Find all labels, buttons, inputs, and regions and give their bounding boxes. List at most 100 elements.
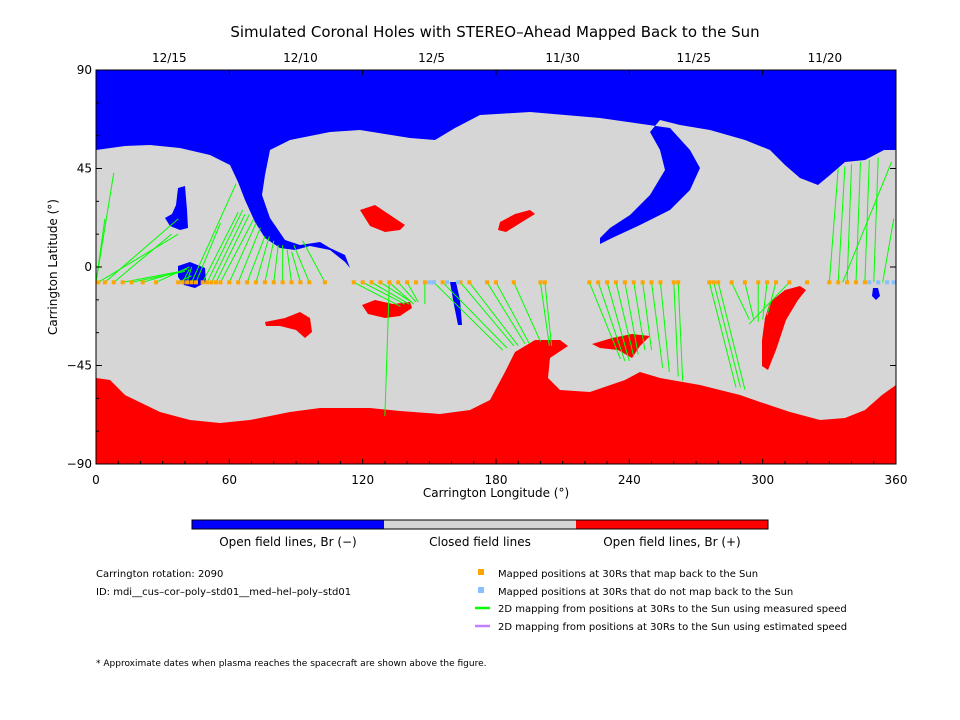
- negative-patch-left: [165, 186, 188, 230]
- mapping-line: [539, 282, 550, 346]
- mapping-line: [353, 281, 401, 307]
- mapping-line: [486, 282, 526, 344]
- mapped-position-point: [236, 280, 241, 285]
- unmapped-position-point: [867, 280, 872, 285]
- plot-area: [96, 70, 896, 464]
- footnote: * Approximate dates when plasma reaches …: [96, 659, 487, 669]
- mapping-line: [104, 218, 179, 283]
- mapped-position-point: [765, 280, 770, 285]
- mapping-line: [731, 282, 750, 320]
- mapped-position-point: [467, 280, 472, 285]
- mapped-position-point: [854, 280, 858, 285]
- mapped-position-point: [596, 280, 601, 285]
- mapped-position-point: [614, 280, 618, 285]
- mapping-line: [633, 282, 646, 351]
- x-tick-label: 360: [885, 473, 908, 487]
- mapped-position-point: [729, 280, 734, 285]
- unmapped-position-point: [427, 280, 432, 285]
- mapping-line: [228, 223, 257, 283]
- top-date-label: 12/5: [418, 51, 445, 65]
- mapping-line: [615, 282, 635, 357]
- mapped-position-point: [622, 280, 627, 285]
- mapping-line: [195, 223, 221, 283]
- mapped-position-point: [756, 280, 761, 285]
- y-axis-title: Carrington Latitude (°): [46, 199, 60, 335]
- mapped-position-point: [129, 280, 134, 285]
- mapped-position-point: [587, 280, 592, 285]
- mapping-line: [215, 214, 250, 283]
- mapped-position-point: [360, 280, 365, 285]
- mapping-line: [388, 281, 415, 305]
- mapping-line: [717, 282, 746, 390]
- x-tick-label: 300: [751, 473, 774, 487]
- y-tick-label: −90: [67, 457, 92, 471]
- mapping-line: [96, 218, 106, 283]
- colorbar: Open field lines, Br (−) Closed field li…: [191, 519, 769, 549]
- legend-swatch-unmapped: [478, 587, 484, 593]
- legend-label-mapped: Mapped positions at 30Rs that map back t…: [498, 569, 758, 580]
- mapped-position-point: [716, 280, 721, 285]
- top-date-label: 12/10: [283, 51, 318, 65]
- colorbar-closed: [384, 520, 576, 529]
- legend-swatch-mapped: [478, 569, 484, 575]
- mapped-position-point: [774, 280, 778, 285]
- mapping-line: [651, 282, 664, 368]
- mapped-position-point: [351, 280, 356, 285]
- mapping-line: [442, 281, 508, 349]
- negative-patch-right: [872, 288, 880, 300]
- mapped-position-point: [405, 280, 410, 285]
- x-tick-label: 60: [222, 473, 237, 487]
- colorbar-positive: [576, 520, 768, 529]
- positive-patch-north-2: [498, 210, 535, 232]
- y-axis: 90 45 0 −45 −90: [67, 63, 896, 471]
- mapped-position-point: [185, 280, 190, 285]
- mapping-line: [677, 282, 684, 381]
- unmapped-position-point: [456, 280, 461, 285]
- colorbar-label-positive: Open field lines, Br (+): [603, 535, 741, 549]
- mapped-position-point: [387, 280, 392, 285]
- x-tick-label: 0: [92, 473, 100, 487]
- mapped-position-point: [214, 280, 218, 285]
- mapped-position-point: [298, 280, 303, 285]
- mapping-line: [191, 183, 237, 283]
- colorbar-negative: [192, 520, 384, 529]
- mapped-position-point: [254, 280, 258, 285]
- mapping-line: [406, 282, 419, 303]
- top-date-label: 11/25: [676, 51, 711, 65]
- mapping-line: [713, 282, 741, 388]
- mapping-line: [97, 233, 179, 283]
- mapping-line: [468, 282, 519, 347]
- mapping-line: [202, 212, 239, 283]
- mapped-position-point: [322, 280, 327, 285]
- mapping-line: [186, 266, 193, 283]
- mapping-line: [237, 227, 261, 283]
- mapping-line: [744, 282, 755, 320]
- top-date-label: 11/20: [808, 51, 843, 65]
- mapped-position-point: [209, 280, 214, 285]
- mapped-position-point: [658, 280, 663, 285]
- model-id: ID: mdi__cus–cor–poly–std01__med–hel–pol…: [96, 587, 351, 598]
- colorbar-label-negative: Open field lines, Br (−): [219, 535, 357, 549]
- y-tick-label: 0: [84, 260, 92, 274]
- unmapped-position-point: [431, 280, 436, 285]
- legend-label-unmapped: Mapped positions at 30Rs that do not map…: [498, 587, 793, 598]
- mapped-position-point: [205, 280, 210, 285]
- mapping-line: [597, 282, 626, 362]
- mapped-position-point: [194, 280, 198, 285]
- north-polar-coronal-hole: [96, 70, 896, 268]
- positive-patch-north-1: [360, 205, 405, 232]
- mapping-line: [255, 236, 270, 283]
- mapped-position-point: [458, 280, 463, 285]
- mapped-position-point: [511, 280, 516, 285]
- mapping-line: [588, 282, 621, 360]
- mapping-line: [846, 164, 853, 283]
- mapped-position-point: [845, 280, 850, 285]
- mapping-line: [155, 266, 190, 283]
- mapped-position-point: [538, 280, 543, 285]
- mapped-position-point: [542, 280, 547, 285]
- legend: Mapped positions at 30Rs that map back t…: [475, 569, 847, 633]
- mapped-position-point: [102, 280, 107, 285]
- mapped-position-point: [827, 280, 832, 285]
- mapped-position-point: [414, 280, 418, 285]
- legend-label-estimated: 2D mapping from positions at 30Rs to the…: [498, 622, 847, 633]
